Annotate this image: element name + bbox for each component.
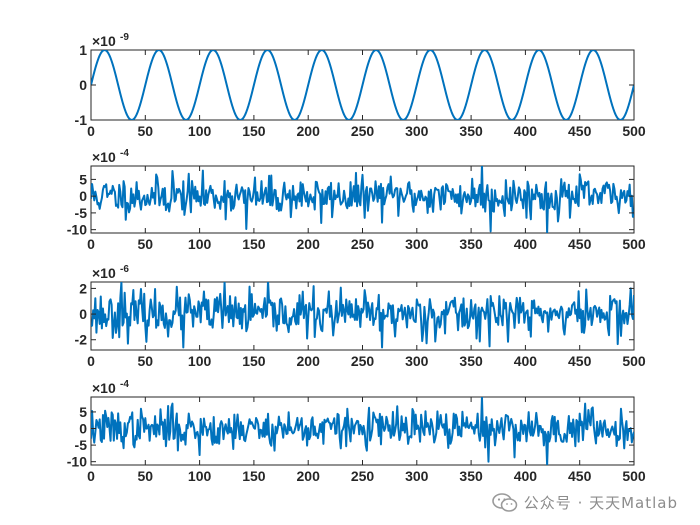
x-tick-label: 400 [514,353,538,369]
x-tick-label: 100 [188,123,212,139]
x-tick-label: 150 [242,123,266,139]
x-tick-label: 150 [242,353,266,369]
x-tick-label: 200 [297,236,321,252]
y-tick-label: 1 [79,42,87,58]
series-line-1 [91,50,634,120]
y-tick-label: 2 [79,280,87,296]
y-tick-label: 0 [79,188,87,204]
subplot-2: 0 50 100 150 200 250 300 350 400 450 50050-5-10×10… [67,148,646,252]
x-tick-label: 450 [568,468,592,484]
x-tick-label: 50 [138,236,154,252]
x-tick-label: 450 [568,353,592,369]
x-tick-label: 200 [297,353,321,369]
exponent-label: ×10 [92,33,116,49]
x-tick-label: 0 [87,123,95,139]
x-tick-label: 250 [351,123,375,139]
y-tick-label: 5 [79,404,87,420]
x-tick-label: 500 [622,236,646,252]
exponent-power: -4 [120,379,129,390]
x-tick-label: 300 [405,468,429,484]
subplot-4: 0 50 100 150 200 250 300 350 400 450 50050-5-10×10… [67,379,646,484]
x-tick-label: 450 [568,123,592,139]
exponent-power: -4 [120,148,129,159]
y-tick-label: -1 [75,112,88,128]
x-tick-label: 150 [242,236,266,252]
wechat-icon [491,492,518,512]
x-tick-label: 350 [459,468,483,484]
x-tick-label: 500 [622,353,646,369]
watermark-text: 公众号 · 天天Matlab [523,494,678,512]
series-line-1 [91,397,634,465]
y-tick-label: -10 [67,222,87,238]
series-line-1 [91,282,634,349]
x-tick-label: 200 [297,123,321,139]
x-tick-label: 0 [87,236,95,252]
watermark: 公众号 · 天天Matlab [491,492,678,513]
subplot-3: 0 50 100 150 200 250 300 350 400 450 500 2 0 -2 ×10 -6 [75,264,646,369]
x-tick-label: 300 [405,353,429,369]
x-tick-label: 400 [514,468,538,484]
x-tick-label: 350 [459,236,483,252]
x-tick-label: 50 [138,468,154,484]
x-tick-label: 0 [87,468,95,484]
x-tick-label: 200 [297,468,321,484]
x-tick-label: 100 [188,468,212,484]
x-tick-label: 500 [622,468,646,484]
x-tick-label: 250 [351,236,375,252]
y-tick-label: -5 [75,205,88,221]
x-tick-label: 50 [138,353,154,369]
exponent-label: ×10 [92,380,116,396]
x-tick-label: 500 [622,123,646,139]
y-tick-label: -5 [75,437,88,453]
x-tick-label: 50 [138,123,154,139]
x-tick-label: 300 [405,123,429,139]
y-tick-label: -10 [67,454,87,470]
x-tick-label: 350 [459,353,483,369]
series-line-1 [91,166,634,233]
x-tick-label: 100 [188,236,212,252]
x-tick-label: 300 [405,236,429,252]
y-tick-label: 0 [79,77,87,93]
x-tick-label: 250 [351,468,375,484]
x-tick-label: 150 [242,468,266,484]
exponent-label: ×10 [92,149,116,165]
exponent-power: -9 [120,32,129,43]
x-tick-label: 0 [87,353,95,369]
y-tick-label: 0 [79,306,87,322]
x-tick-label: 100 [188,353,212,369]
x-tick-label: 350 [459,123,483,139]
y-tick-label: 0 [79,421,87,437]
exponent-label: ×10 [92,265,116,281]
y-tick-label: -2 [75,332,88,348]
x-tick-label: 400 [514,236,538,252]
x-tick-label: 400 [514,123,538,139]
x-tick-label: 450 [568,236,592,252]
y-tick-label: 5 [79,171,87,187]
x-tick-label: 250 [351,353,375,369]
exponent-power: -6 [120,264,129,275]
